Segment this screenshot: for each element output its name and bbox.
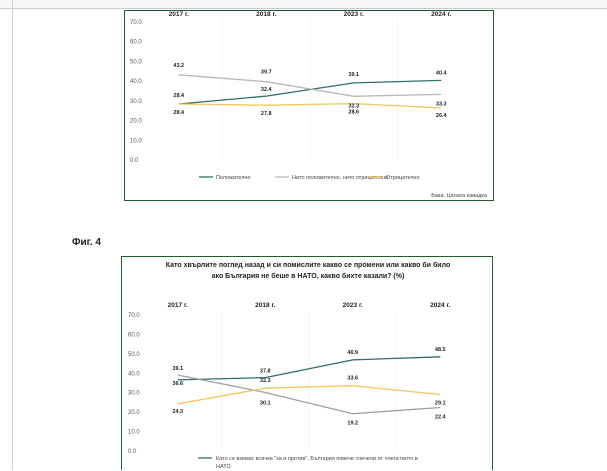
chart2-y-tick-label: 40.0 xyxy=(128,371,140,377)
chart1-y-tick-label: 0.0 xyxy=(130,158,139,164)
chart1-category-label: 2018 г. xyxy=(256,11,276,18)
chart-2-svg: Като хвърлите поглед назад и си помислит… xyxy=(128,261,451,470)
chart1-series-2-line xyxy=(178,102,442,109)
chart2-series-2-data-label: 33.6 xyxy=(347,376,358,382)
chart2-category-label: 2023 г. xyxy=(343,302,363,309)
chart2-y-tick-label: 0.0 xyxy=(128,449,137,455)
chart1-series-0-data-label: 40.4 xyxy=(436,70,448,76)
chart1-y-tick-label: 40.0 xyxy=(130,79,142,85)
chart2-y-tick-label: 10.0 xyxy=(128,430,140,436)
chart-1: 0.0 10.0 20.0 30.0 40.0 50.0 60.0 70.0 2017 г. 20… xyxy=(124,10,494,201)
chart1-legend-label: Отрицателно xyxy=(386,175,420,181)
chart2-y-tick-label: 60.0 xyxy=(128,332,140,338)
chart1-legend-label: Положително xyxy=(216,175,251,181)
chart2-y-tick-label: 70.0 xyxy=(128,313,140,319)
chart1-series-1-data-label: 43.2 xyxy=(173,63,184,69)
chart1-series-2-data-label: 27.8 xyxy=(261,111,272,117)
chart2-y-tick-label: 50.0 xyxy=(128,352,140,358)
chart2-category-label: 2024 г. xyxy=(430,302,450,309)
toolbar-strip xyxy=(0,0,607,9)
chart1-series-2-data-label: 28.6 xyxy=(348,110,359,116)
chart1-series-1-data-label: 33.3 xyxy=(436,101,447,107)
figure-label: Фиг. 4 xyxy=(72,237,101,248)
chart2-series-2-data-label: 32.3 xyxy=(260,378,271,384)
chart1-series-2-data-label: 28.4 xyxy=(173,110,185,116)
chart1-category-label: 2023 г. xyxy=(344,11,364,18)
chart2-legend-label: НАТО xyxy=(216,464,231,470)
chart2-y-tick-label: 20.0 xyxy=(128,410,140,416)
chart-2: Като хвърлите поглед назад и си помислит… xyxy=(121,256,493,470)
chart2-series-1-line xyxy=(177,374,441,415)
chart2-series-1-data-label: 39.1 xyxy=(172,366,183,372)
chart2-legend-label: Като се вземат всички "за и против", Бъл… xyxy=(216,456,418,462)
chart2-series-2-data-label: 24.3 xyxy=(172,409,183,415)
chart1-y-tick-label: 30.0 xyxy=(130,99,142,105)
chart-1-svg: 0.0 10.0 20.0 30.0 40.0 50.0 60.0 70.0 2017 г. 20… xyxy=(130,11,488,199)
chart1-category-label: 2017 г. xyxy=(169,11,189,18)
chart1-y-tick-label: 50.0 xyxy=(130,59,142,65)
chart2-series-0-data-label: 46.9 xyxy=(347,350,358,356)
chart1-series-1-line xyxy=(178,74,442,97)
chart2-series-2-data-label: 29.1 xyxy=(435,400,446,406)
chart1-y-tick-label: 60.0 xyxy=(130,40,142,46)
chart1-series-2-data-label: 26.4 xyxy=(436,113,448,119)
chart2-series-1-data-label: 22.4 xyxy=(435,414,447,420)
chart1-legend-label: Нито положително, нито отрицателно xyxy=(292,175,388,181)
chart1-series-1-data-label: 32.3 xyxy=(348,103,359,109)
chart1-category-label: 2024 г. xyxy=(431,11,451,18)
chart2-category-label: 2017 г. xyxy=(168,302,188,309)
chart2-series-0-data-label: 48.5 xyxy=(435,347,446,353)
chart1-source-note: База: Цялата извадка xyxy=(431,193,488,199)
chart1-series-0-data-label: 39.1 xyxy=(348,72,359,78)
chart2-category-label: 2018 г. xyxy=(255,302,275,309)
chart2-series-0-line xyxy=(177,356,441,381)
page-margin-rule xyxy=(12,0,13,470)
chart2-series-1-data-label: 30.1 xyxy=(260,401,271,407)
chart2-series-0-data-label: 36.6 xyxy=(172,381,183,387)
chart2-series-1-data-label: 19.2 xyxy=(347,421,358,427)
chart1-y-tick-label: 70.0 xyxy=(130,20,142,26)
chart1-series-0-data-label: 32.4 xyxy=(261,87,273,93)
chart2-series-2-line xyxy=(177,385,441,405)
chart1-y-tick-label: 10.0 xyxy=(130,138,142,144)
chart2-title-line: Като хвърлите поглед назад и си помислит… xyxy=(166,261,450,269)
chart1-y-tick-label: 20.0 xyxy=(130,119,142,125)
chart1-series-0-data-label: 28.4 xyxy=(173,93,185,99)
chart2-y-tick-label: 30.0 xyxy=(128,391,140,397)
chart1-series-1-data-label: 39.7 xyxy=(261,70,272,76)
chart2-title-line: ако България не беше в НАТО, какво бихте… xyxy=(212,272,405,280)
chart2-series-0-data-label: 37.8 xyxy=(260,369,271,375)
